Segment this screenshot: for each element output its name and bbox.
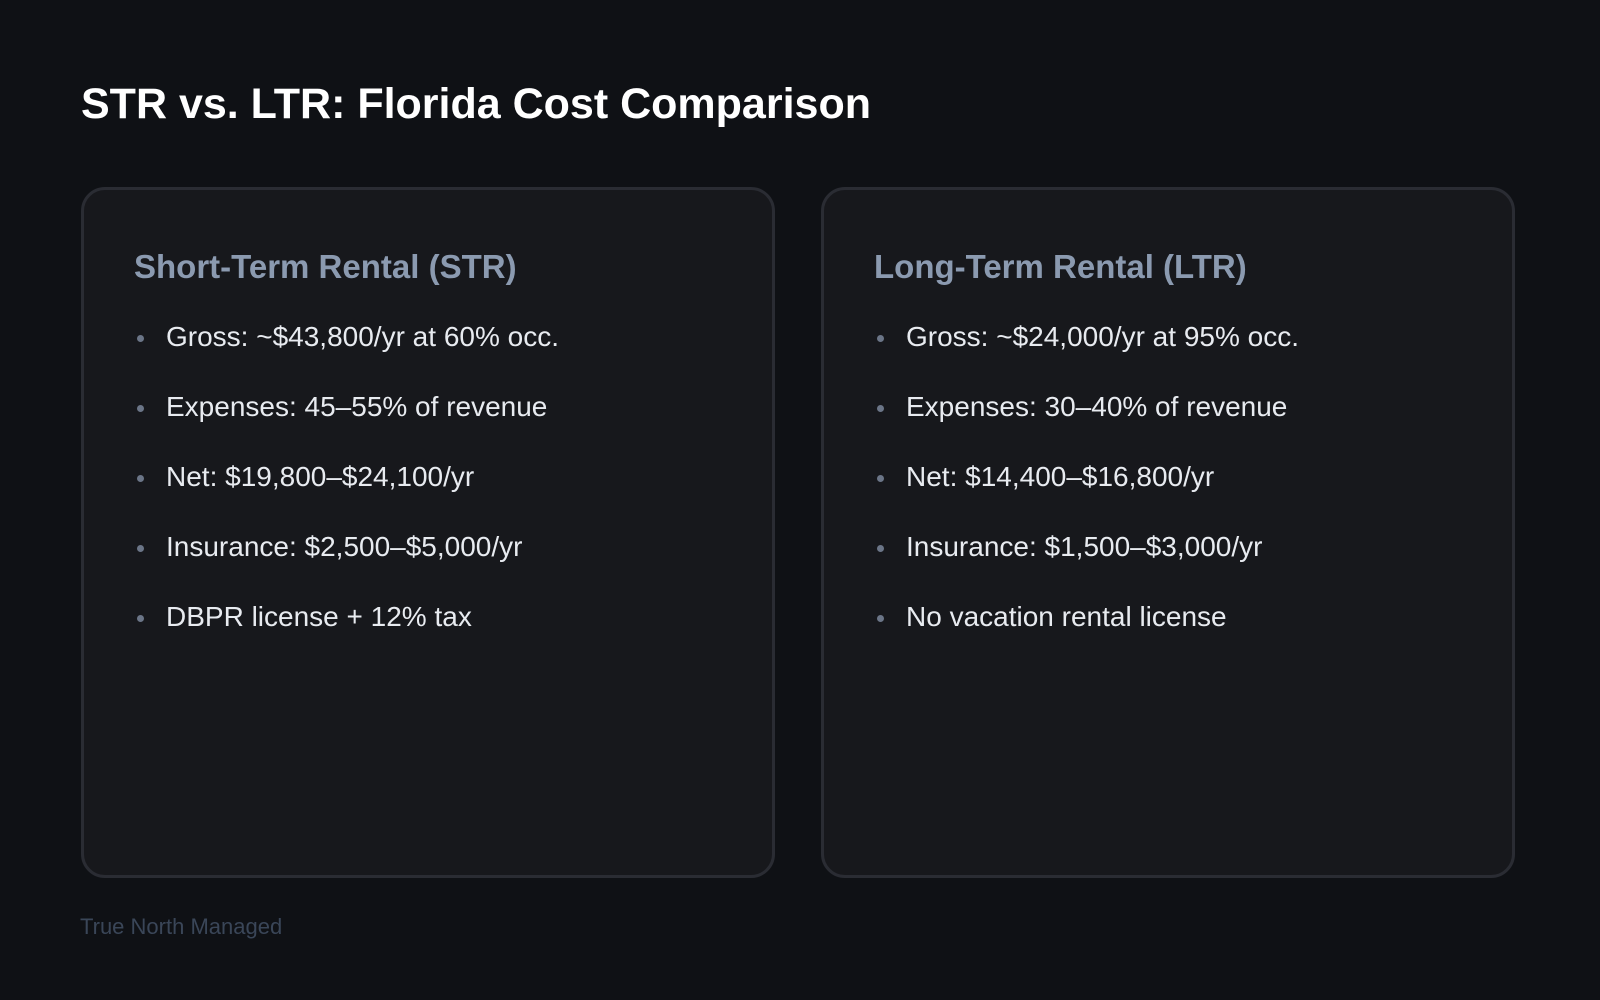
list-item: Insurance: $2,500–$5,000/yr [134,530,722,600]
bullet-icon [137,335,144,342]
list-item: Net: $14,400–$16,800/yr [874,460,1462,530]
bullet-icon [877,405,884,412]
bullet-icon [877,335,884,342]
bullet-icon [137,405,144,412]
list-item: Gross: ~$24,000/yr at 95% occ. [874,320,1462,390]
bullet-icon [137,545,144,552]
card-heading: Long-Term Rental (LTR) [874,248,1247,285]
list-item: Net: $19,800–$24,100/yr [134,460,722,530]
list-item: DBPR license + 12% tax [134,600,722,670]
ltr-list: Gross: ~$24,000/yr at 95% occ. Expenses:… [874,320,1462,670]
bullet-icon [877,615,884,622]
bullet-icon [877,545,884,552]
ltr-card: Long-Term Rental (LTR) Gross: ~$24,000/y… [821,187,1515,878]
list-item: Gross: ~$43,800/yr at 60% occ. [134,320,722,390]
str-list: Gross: ~$43,800/yr at 60% occ. Expenses:… [134,320,722,670]
bullet-icon [137,475,144,482]
brand-footer: True North Managed [80,914,283,939]
list-item: Expenses: 30–40% of revenue [874,390,1462,460]
list-item: Insurance: $1,500–$3,000/yr [874,530,1462,600]
str-card: Short-Term Rental (STR) Gross: ~$43,800/… [81,187,775,878]
bullet-icon [877,475,884,482]
bullet-icon [137,615,144,622]
card-heading: Short-Term Rental (STR) [134,248,517,285]
page-title: STR vs. LTR: Florida Cost Comparison [81,80,871,128]
list-item: Expenses: 45–55% of revenue [134,390,722,460]
list-item: No vacation rental license [874,600,1462,670]
